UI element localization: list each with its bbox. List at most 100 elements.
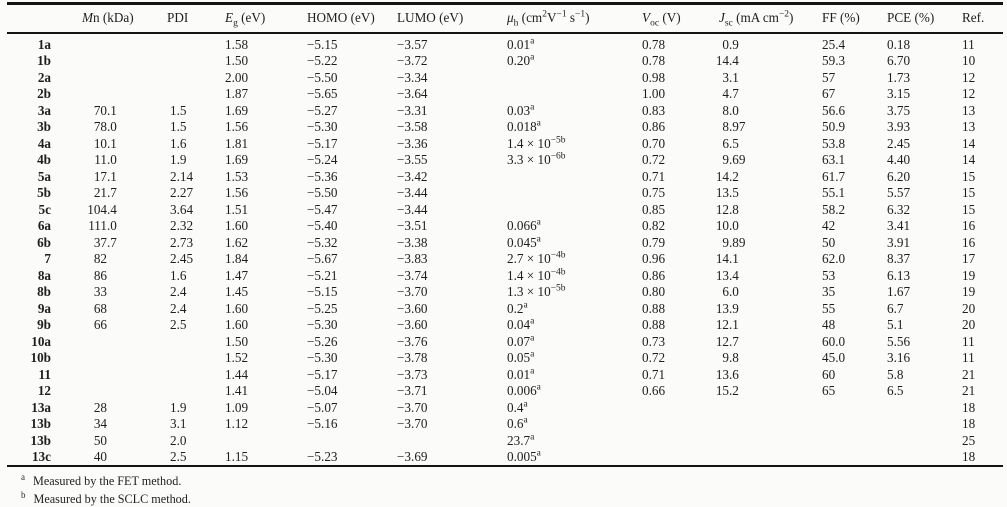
table-cell: 0.79	[642, 234, 666, 250]
table-cell: 0.4a	[507, 399, 528, 415]
table-cell: 61.7	[822, 168, 846, 184]
table-cell: −5.15	[307, 36, 338, 52]
table-cell: 1.47	[225, 267, 249, 283]
table-cell	[642, 399, 714, 416]
table-cell: 0.71	[642, 168, 666, 184]
table-cell: 14.4	[715, 53, 739, 69]
footnote-text: Measured by the FET method.	[33, 474, 182, 488]
table-cell: 6.0	[722, 284, 739, 300]
table-row: 11 1.44 −5.17 −3.73 0.01a 0.71 13.6 60 5.8 21	[7, 366, 1003, 383]
table-cell: 12.1	[715, 317, 739, 333]
table-cell: 6.7	[887, 300, 904, 316]
table-row: 1a 1.58 −5.15 −3.57 0.01a 0.78 0.9 25.4 0.18 11	[7, 33, 1003, 53]
table-cell: 1.73	[887, 69, 911, 85]
table-row: 13a 28 1.9 1.09 −5.07 −3.70 0.4a 18	[7, 399, 1003, 416]
table-cell: −3.44	[397, 201, 428, 217]
table-cell: 0.9	[722, 36, 739, 52]
table-cell: 25.4	[822, 36, 846, 52]
table-cell: 3.91	[887, 234, 911, 250]
table-cell: 14	[962, 152, 976, 168]
table-cell	[52, 366, 167, 383]
table-cell: 3.64	[170, 201, 194, 217]
table-cell	[507, 168, 642, 185]
row-label: 6a	[37, 218, 51, 234]
table-cell: −5.25	[307, 300, 338, 316]
table-cell: 0.86	[642, 267, 666, 283]
table-cell: 0.86	[642, 119, 666, 135]
table-row: 2b 1.87 −5.65 −3.64 1.00 4.7 67 3.15 12	[7, 86, 1003, 103]
table-cell: 40	[93, 449, 107, 465]
table-cell	[714, 449, 822, 467]
table-cell	[507, 185, 642, 202]
table-cell: −5.22	[307, 53, 338, 69]
table-cell: 1.53	[225, 168, 249, 184]
table-cell: 13	[962, 119, 976, 135]
table-cell: 0.96	[642, 251, 666, 267]
table-cell: 18	[962, 399, 976, 415]
table-cell	[225, 432, 307, 449]
table-cell: 34	[93, 416, 107, 432]
row-label: 4a	[37, 135, 51, 151]
table-cell: −3.34	[397, 69, 428, 85]
table-cell: 1.81	[225, 135, 249, 151]
table-cell: 18	[962, 449, 976, 465]
table-cell: 1.41	[225, 383, 249, 399]
table-cell: 0.71	[642, 366, 666, 382]
table-cell: 0.2a	[507, 300, 528, 316]
table-cell: −3.55	[397, 152, 428, 168]
row-label: 13b	[30, 416, 51, 432]
table-cell: −3.64	[397, 86, 428, 102]
table-cell: −5.30	[307, 350, 338, 366]
table-cell: 8.37	[887, 251, 911, 267]
table-cell: 37.7	[93, 234, 117, 250]
table-cell: 0.05a	[507, 349, 535, 366]
table-cell: 11	[962, 350, 975, 366]
table-cell: 33	[93, 284, 107, 300]
table-cell	[307, 432, 397, 449]
table-row: 10b 1.52 −5.30 −3.78 0.05a 0.72 9.8 45.0 3.16 11	[7, 350, 1003, 367]
table-cell: 55	[822, 300, 836, 316]
table-cell: 2.14	[170, 168, 194, 184]
table-cell: −3.60	[397, 300, 428, 316]
table-cell	[642, 449, 714, 467]
table-cell	[822, 449, 887, 467]
table-cell: 11	[962, 333, 975, 349]
table-cell: 4.40	[887, 152, 911, 168]
table-cell: 53.8	[822, 135, 846, 151]
table-cell: 0.88	[642, 317, 666, 333]
table-cell: 48	[822, 317, 836, 333]
table-cell: 1.52	[225, 350, 249, 366]
table-cell: 1.67	[887, 284, 911, 300]
table-cell: 12	[962, 86, 976, 102]
table-row: 13b 34 3.1 1.12 −5.16 −3.70 0.6a 18	[7, 416, 1003, 433]
table-cell: 63.1	[822, 152, 846, 168]
table-cell: 60	[822, 366, 836, 382]
table-cell: 60.0	[822, 333, 846, 349]
table-row: 4a 10.1 1.6 1.81 −5.17 −3.36 1.4 × 10−5b 0.70 6.…	[7, 135, 1003, 152]
table-row: 12 1.41 −5.04 −3.71 0.006a 0.66 15.2 65 6.5 21	[7, 383, 1003, 400]
table-cell: 2.45	[887, 135, 911, 151]
column-header: PDI	[167, 3, 225, 34]
table-cell: 20	[962, 300, 976, 316]
table-cell: 14.1	[715, 251, 739, 267]
table-cell: 1.3 × 10−5b	[507, 283, 566, 300]
table-cell: 1.84	[225, 251, 249, 267]
footnote: a Measured by the FET method.	[21, 472, 1003, 489]
column-header: Eg (eV)	[225, 3, 307, 34]
table-cell	[507, 86, 642, 103]
table-cell: 4.7	[722, 86, 739, 102]
table-cell: −3.78	[397, 350, 428, 366]
table-cell: 8.97	[722, 119, 746, 135]
table-cell: −5.15	[307, 284, 338, 300]
table-cell: 6.5	[722, 135, 739, 151]
table-cell: −5.26	[307, 333, 338, 349]
footnotes: a Measured by the FET method. b Measured by…	[7, 467, 1003, 507]
row-label: 6b	[37, 234, 51, 250]
table-row: 6a 111.0 2.32 1.60 −5.40 −3.51 0.066a 0.82 10.0 4…	[7, 218, 1003, 235]
row-label: 13b	[30, 432, 51, 448]
table-cell: 10.1	[93, 135, 117, 151]
table-cell: −3.42	[397, 168, 428, 184]
table-cell: 0.98	[642, 69, 666, 85]
row-label: 5b	[37, 185, 51, 201]
table-cell: −5.50	[307, 69, 338, 85]
